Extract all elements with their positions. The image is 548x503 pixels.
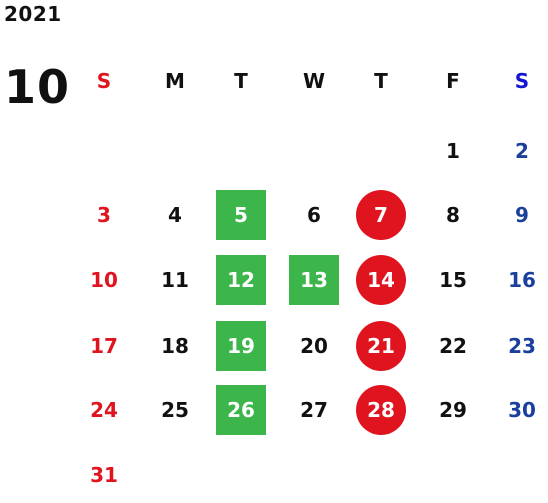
year-label: 2021 (4, 2, 62, 26)
weekday-header: S (96, 69, 112, 93)
day-cell[interactable]: 2 (515, 139, 529, 163)
day-cell[interactable]: 18 (161, 334, 189, 358)
month-label: 10 (4, 60, 71, 114)
weekday-header: T (374, 69, 388, 93)
day-cell[interactable]: 6 (307, 203, 321, 227)
day-cell[interactable]: 7 (356, 190, 406, 240)
day-cell[interactable]: 28 (356, 385, 406, 435)
day-cell[interactable]: 27 (300, 398, 328, 422)
weekday-header: T (234, 69, 248, 93)
day-cell[interactable]: 21 (356, 321, 406, 371)
day-cell[interactable]: 16 (508, 268, 536, 292)
weekday-header: F (446, 69, 460, 93)
day-cell[interactable]: 3 (97, 203, 111, 227)
day-cell[interactable]: 11 (161, 268, 189, 292)
day-cell[interactable]: 22 (439, 334, 467, 358)
day-cell[interactable]: 25 (161, 398, 189, 422)
day-cell[interactable]: 23 (508, 334, 536, 358)
day-cell[interactable]: 29 (439, 398, 467, 422)
day-cell[interactable]: 17 (90, 334, 118, 358)
day-cell[interactable]: 12 (216, 255, 266, 305)
day-cell[interactable]: 30 (508, 398, 536, 422)
weekday-header: M (165, 69, 185, 93)
day-cell[interactable]: 4 (168, 203, 182, 227)
day-cell[interactable]: 24 (90, 398, 118, 422)
day-cell[interactable]: 9 (515, 203, 529, 227)
day-cell[interactable]: 14 (356, 255, 406, 305)
day-cell[interactable]: 5 (216, 190, 266, 240)
day-cell[interactable]: 1 (446, 139, 460, 163)
day-cell[interactable]: 13 (289, 255, 339, 305)
day-cell[interactable]: 26 (216, 385, 266, 435)
weekday-header: W (302, 69, 326, 93)
day-cell[interactable]: 10 (90, 268, 118, 292)
day-cell[interactable]: 31 (90, 463, 118, 487)
weekday-header: S (514, 69, 530, 93)
day-cell[interactable]: 8 (446, 203, 460, 227)
day-cell[interactable]: 19 (216, 321, 266, 371)
day-cell[interactable]: 20 (300, 334, 328, 358)
day-cell[interactable]: 15 (439, 268, 467, 292)
